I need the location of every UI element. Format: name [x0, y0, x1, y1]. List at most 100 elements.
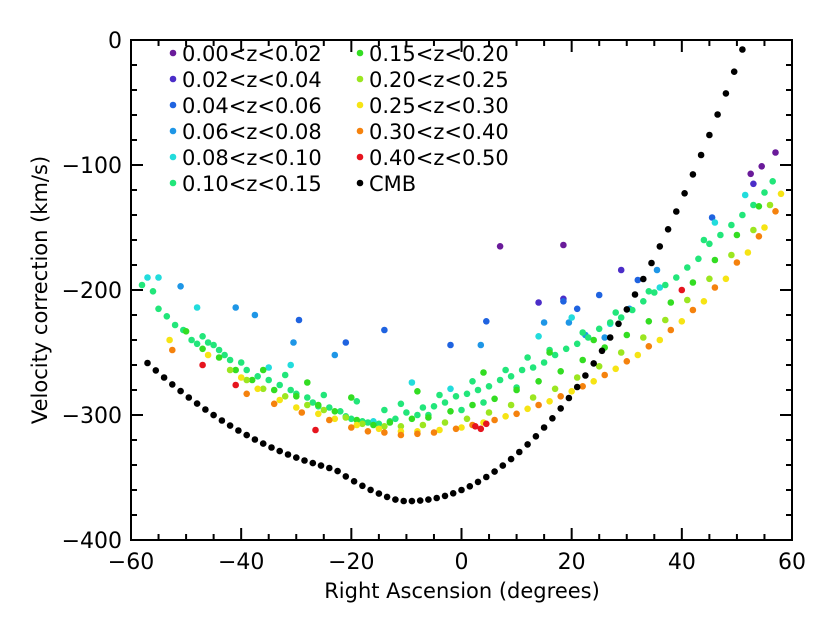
data-point — [295, 316, 303, 324]
data-point — [681, 190, 688, 197]
data-point — [546, 398, 553, 405]
data-point — [513, 410, 520, 418]
data-point — [601, 334, 608, 341]
data-point — [449, 490, 457, 497]
x-tick-label: −40 — [218, 550, 264, 575]
plot-points — [138, 46, 785, 505]
data-point — [425, 496, 432, 503]
data-point — [601, 371, 608, 379]
data-point — [565, 319, 573, 326]
data-point — [419, 404, 427, 411]
data-point — [392, 496, 399, 503]
data-point — [232, 366, 239, 374]
data-point — [155, 305, 162, 313]
legend-marker — [169, 101, 177, 109]
data-point — [199, 361, 206, 369]
y-tick-label: −200 — [62, 279, 122, 304]
data-point — [348, 394, 355, 401]
data-point — [202, 406, 209, 413]
data-point — [560, 241, 567, 249]
data-point — [386, 419, 394, 426]
data-point — [169, 346, 176, 354]
data-point — [304, 401, 311, 409]
data-point — [706, 275, 713, 283]
data-point — [606, 334, 614, 341]
data-point — [392, 415, 399, 423]
data-point — [232, 304, 239, 311]
data-point — [573, 374, 581, 381]
data-point — [664, 226, 672, 233]
legend-label: 0.25<z<0.30 — [369, 94, 509, 118]
data-point — [711, 219, 719, 226]
legend-label: 0.08<z<0.10 — [182, 146, 322, 170]
data-point — [714, 111, 721, 118]
data-point — [689, 306, 697, 314]
data-point — [215, 354, 223, 361]
data-point — [750, 201, 757, 209]
legend-marker — [169, 127, 177, 135]
data-point — [631, 291, 639, 298]
data-point — [741, 191, 749, 199]
data-point — [777, 190, 785, 198]
data-point — [507, 401, 515, 409]
data-point — [317, 462, 325, 469]
data-point — [284, 451, 292, 458]
legend-label: CMB — [369, 172, 416, 196]
legend-label: 0.15<z<0.20 — [369, 42, 509, 66]
data-point — [204, 339, 212, 346]
legend-label: 0.40<z<0.50 — [369, 146, 509, 170]
data-point — [480, 399, 487, 406]
data-point — [502, 413, 509, 420]
data-point — [458, 424, 465, 431]
legend: 0.00<z<0.020.02<z<0.040.04<z<0.060.06<z<… — [169, 42, 509, 196]
data-point — [595, 325, 603, 333]
data-point — [590, 360, 597, 367]
data-point — [171, 321, 179, 329]
data-point — [535, 401, 542, 409]
data-point — [640, 334, 647, 341]
data-point — [452, 393, 460, 400]
data-point — [761, 189, 768, 196]
data-point — [496, 376, 504, 384]
data-point — [557, 368, 564, 375]
data-point — [474, 478, 482, 486]
data-point — [634, 351, 642, 359]
data-point — [524, 354, 531, 361]
data-point — [562, 345, 570, 353]
data-point — [466, 483, 474, 490]
data-point — [477, 425, 485, 433]
data-point — [739, 46, 746, 53]
data-point — [612, 309, 619, 316]
data-point — [160, 374, 168, 381]
data-point — [315, 410, 322, 418]
data-point — [408, 379, 416, 386]
data-point — [540, 424, 548, 431]
data-point — [584, 334, 592, 341]
legend-label: 0.06<z<0.08 — [182, 120, 322, 144]
data-point — [557, 405, 564, 412]
data-point — [722, 275, 730, 283]
data-point — [540, 319, 548, 326]
data-point — [309, 459, 317, 467]
data-point — [301, 457, 308, 464]
data-point — [193, 400, 201, 407]
data-point — [535, 333, 542, 340]
data-point — [750, 180, 757, 188]
data-point — [433, 494, 441, 502]
data-point — [254, 373, 261, 380]
data-point — [403, 409, 410, 416]
data-point — [281, 393, 289, 400]
data-point — [551, 351, 559, 359]
data-point — [546, 349, 553, 356]
data-point — [579, 329, 586, 336]
data-point — [582, 372, 589, 379]
data-point — [708, 214, 716, 221]
data-point — [452, 425, 460, 433]
data-point — [728, 221, 735, 229]
data-point — [425, 414, 432, 421]
data-point — [513, 386, 520, 394]
data-point — [364, 428, 372, 435]
data-point — [524, 405, 531, 413]
data-point — [606, 319, 614, 326]
data-point — [595, 291, 603, 299]
